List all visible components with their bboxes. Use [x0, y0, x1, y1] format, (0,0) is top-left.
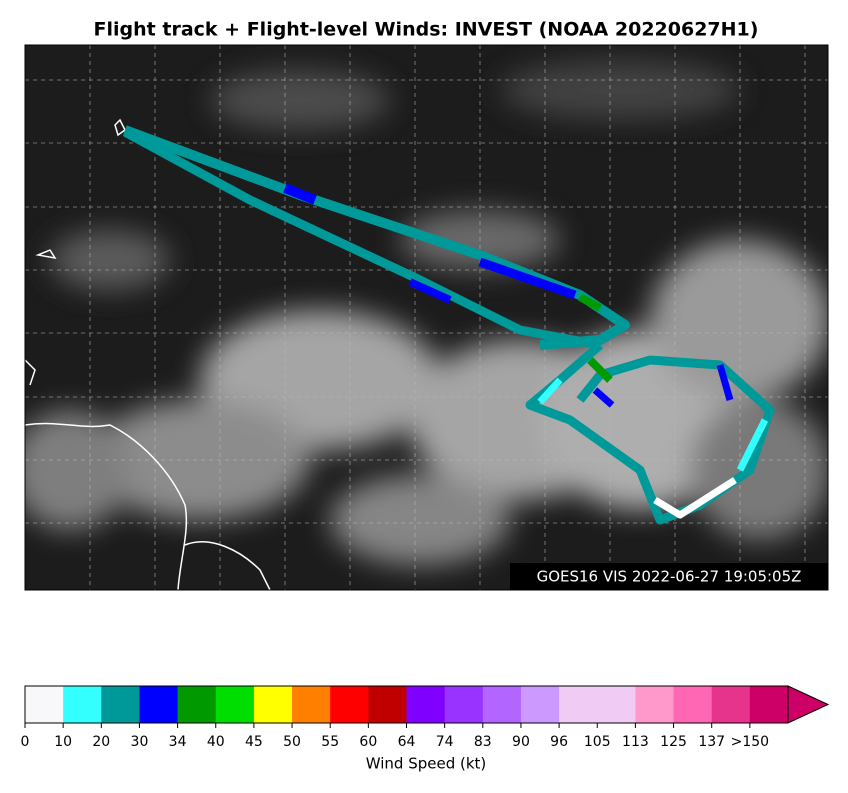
colorbar-segment: [635, 686, 675, 723]
colorbar-segment: [101, 686, 140, 723]
colorbar-tick-label: 20: [92, 734, 110, 750]
colorbar-segment: [139, 686, 179, 723]
colorbar-tick-label: 96: [550, 734, 568, 750]
colorbar-tick-label: 60: [359, 734, 377, 750]
colorbar-tick-label: 113: [622, 734, 649, 750]
colorbar-tick-label: 105: [584, 734, 611, 750]
colorbar-segment: [673, 686, 713, 723]
colorbar-segment: [559, 686, 598, 723]
title: Flight track + Flight-level Winds: INVES…: [94, 19, 759, 41]
colorbar-tick-label: 0: [21, 734, 30, 750]
colorbar-segment: [330, 686, 369, 723]
colorbar-extension: [787, 685, 830, 724]
flight-track: [122, 125, 775, 525]
colorbar-tick-label: 45: [245, 734, 263, 750]
colorbar: 0 10 20 30 34 40 45 50 55 60 64 74 83 90 96 105 113 125 13…: [21, 685, 830, 750]
image-label: GOES16 VIS 2022-06-27 19:05:05Z: [537, 568, 802, 586]
colorbar-tick-label: 137: [698, 734, 725, 750]
colorbar-tick-label: 74: [436, 734, 454, 750]
colorbar-segment: [292, 686, 331, 723]
colorbar-segment: [482, 686, 522, 723]
graticule: [25, 45, 828, 590]
colorbar-tick-label: 34: [169, 734, 187, 750]
colorbar-tick-label: 125: [660, 734, 687, 750]
colorbar-tick-label: 83: [474, 734, 492, 750]
colorbar-tick-label: 10: [54, 734, 72, 750]
colorbar-segment: [253, 686, 293, 723]
coastlines: [25, 118, 271, 590]
colorbar-segment: [520, 686, 560, 723]
colorbar-tick-label: >150: [731, 734, 769, 750]
colorbar-tick-label: 64: [398, 734, 416, 750]
colorbar-segment: [444, 686, 484, 723]
colorbar-segment: [63, 686, 102, 723]
colorbar-tick-label: 90: [512, 734, 530, 750]
colorbar-segment: [368, 686, 407, 723]
colorbar-label: Wind Speed (kt): [366, 755, 487, 773]
map-frame: [24, 44, 829, 591]
colorbar-segment: [25, 686, 64, 723]
colorbar-tick-label: 55: [321, 734, 339, 750]
image-label-box: [510, 563, 828, 590]
colorbar-tick-label: 30: [131, 734, 149, 750]
colorbar-segment: [177, 686, 217, 723]
colorbar-tick-label: 40: [207, 734, 225, 750]
satellite-map: GOES16 VIS 2022-06-27 19:05:05Z: [25, 45, 828, 590]
colorbar-segment: [597, 686, 636, 723]
colorbar-segment: [749, 686, 789, 723]
colorbar-segment: [406, 686, 446, 723]
colorbar-segment: [711, 686, 751, 723]
colorbar-segment: [215, 686, 255, 723]
colorbar-tick-label: 50: [283, 734, 301, 750]
